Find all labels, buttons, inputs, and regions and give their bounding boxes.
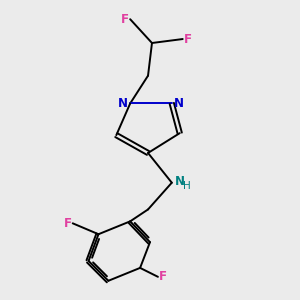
- Text: F: F: [184, 32, 192, 46]
- Text: N: N: [118, 97, 128, 110]
- Text: F: F: [159, 270, 167, 283]
- Text: F: F: [64, 217, 72, 230]
- Text: F: F: [121, 13, 129, 26]
- Text: N: N: [175, 175, 185, 188]
- Text: N: N: [174, 97, 184, 110]
- Text: H: H: [183, 181, 190, 191]
